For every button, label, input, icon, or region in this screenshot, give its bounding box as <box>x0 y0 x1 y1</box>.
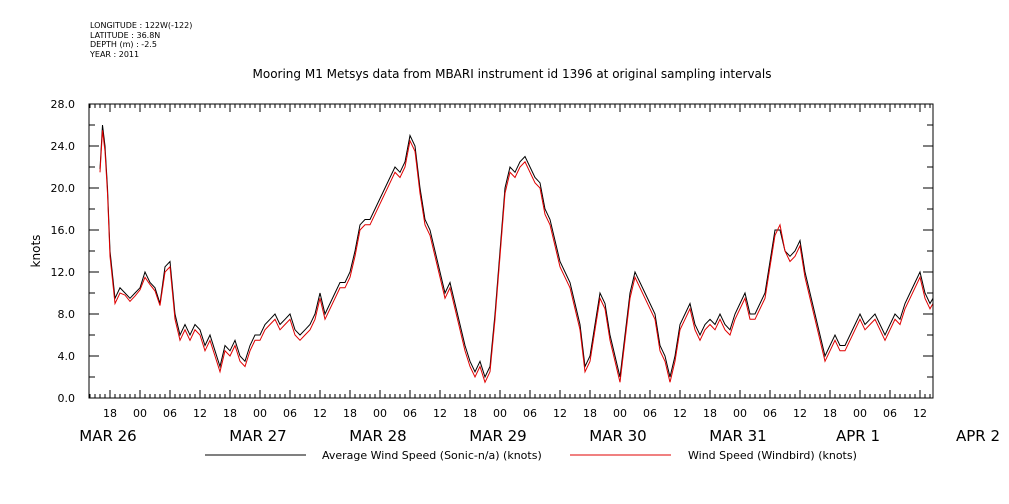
x-day-label: MAR 26 <box>79 427 136 445</box>
longitude-label: LONGITUDE : 122W(-122) <box>90 21 193 30</box>
y-tick-label: 24.0 <box>51 140 76 153</box>
x-day-label: MAR 29 <box>469 427 526 445</box>
legend-label: Wind Speed (Windbird) (knots) <box>688 449 857 462</box>
y-tick-label: 8.0 <box>58 308 76 321</box>
y-tick-label: 0.0 <box>58 392 76 405</box>
x-hour-label: 06 <box>523 407 537 420</box>
x-hour-label: 00 <box>253 407 267 420</box>
x-hour-label: 12 <box>553 407 567 420</box>
x-hour-label: 12 <box>673 407 687 420</box>
x-hour-label: 18 <box>343 407 357 420</box>
y-tick-label: 20.0 <box>51 182 76 195</box>
series-line-windbird <box>99 130 934 384</box>
legend-label: Average Wind Speed (Sonic-n/a) (knots) <box>322 449 542 462</box>
x-hour-label: 00 <box>613 407 627 420</box>
x-day-label: APR 2 <box>956 427 1000 445</box>
x-hour-label: 06 <box>163 407 177 420</box>
y-tick-label: 12.0 <box>51 266 76 279</box>
y-tick-label: 4.0 <box>58 350 76 363</box>
y-tick-label: 28.0 <box>51 98 76 111</box>
x-day-label: APR 1 <box>836 427 880 445</box>
x-day-label: MAR 27 <box>229 427 286 445</box>
x-hour-label: 18 <box>583 407 597 420</box>
x-hour-label: 18 <box>703 407 717 420</box>
x-day-label: MAR 31 <box>709 427 766 445</box>
x-hour-label: 18 <box>103 407 117 420</box>
x-hour-label: 12 <box>793 407 807 420</box>
x-hour-label: 00 <box>853 407 867 420</box>
legend: Average Wind Speed (Sonic-n/a) (knots) Wi… <box>205 449 857 462</box>
series-layer <box>99 124 934 384</box>
plot-frame <box>88 103 934 399</box>
x-hour-label: 06 <box>883 407 897 420</box>
label-layer: 0.0 4.0 8.0 12.0 16.0 20.0 24.0 28.0 18 00 06 12 18 0… <box>51 98 1001 445</box>
x-hour-label: 00 <box>493 407 507 420</box>
x-day-label: MAR 28 <box>349 427 406 445</box>
x-hour-label: 12 <box>433 407 447 420</box>
x-day-label: MAR 30 <box>589 427 646 445</box>
x-hour-label: 06 <box>283 407 297 420</box>
x-hour-label: 06 <box>403 407 417 420</box>
x-hour-label: 00 <box>373 407 387 420</box>
x-hour-label: 18 <box>223 407 237 420</box>
year-label: YEAR : 2011 <box>90 49 140 59</box>
y-tick-label: 16.0 <box>51 224 76 237</box>
x-hour-label: 00 <box>733 407 747 420</box>
tick-layer <box>89 103 933 399</box>
x-hour-label: 12 <box>193 407 207 420</box>
x-hour-label: 12 <box>913 407 927 420</box>
x-hour-label: 06 <box>643 407 657 420</box>
y-axis-label: knots <box>29 235 43 268</box>
x-hour-label: 00 <box>133 407 147 420</box>
x-hour-label: 12 <box>313 407 327 420</box>
depth-label: DEPTH (m) : -2.5 <box>90 40 157 49</box>
series-line-average-sonic <box>99 124 934 379</box>
chart-title: Mooring M1 Metsys data from MBARI instru… <box>252 67 772 81</box>
x-hour-label: 18 <box>463 407 477 420</box>
latitude-label: LATITUDE : 36.8N <box>90 30 161 40</box>
x-hour-label: 18 <box>823 407 837 420</box>
x-hour-label: 06 <box>763 407 777 420</box>
metadata-block: LONGITUDE : 122W(-122) LATITUDE : 36.8N … <box>90 21 192 59</box>
